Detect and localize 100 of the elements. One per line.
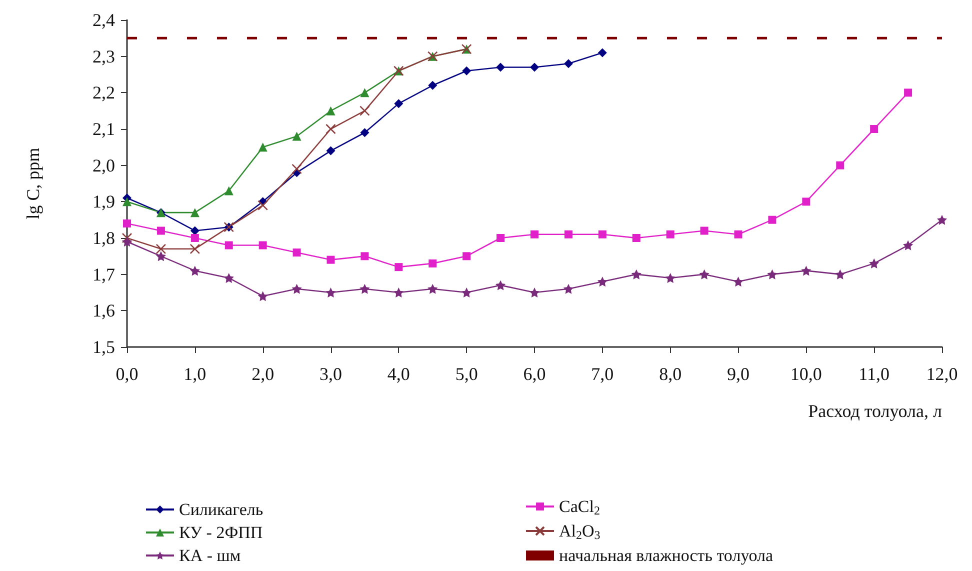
point: [156, 251, 166, 262]
point: [360, 128, 370, 138]
point: [122, 232, 132, 244]
point: [292, 248, 301, 257]
point: [835, 269, 846, 280]
point: [428, 259, 437, 268]
point: [224, 186, 234, 196]
point: [360, 106, 370, 116]
point: [462, 66, 472, 76]
point: [530, 62, 539, 72]
point: [802, 198, 810, 206]
point: [700, 226, 708, 235]
point: [326, 146, 336, 156]
point: [360, 252, 369, 260]
y-tick-label: 1,6: [92, 300, 115, 321]
y-tick-label: 1,5: [92, 337, 115, 357]
x-tick-label: 9,0: [727, 364, 750, 384]
point: [224, 272, 234, 283]
legend-label: начальная влажность толуола: [559, 546, 774, 565]
point: [360, 284, 370, 294]
point: [394, 288, 404, 298]
point: [258, 200, 268, 210]
point: [836, 161, 844, 170]
y-tick-label: 2,1: [92, 119, 115, 139]
point: [190, 266, 200, 276]
point: [598, 230, 606, 238]
point: [258, 291, 268, 302]
legend-label: КА - шм: [179, 546, 241, 565]
point: [733, 276, 744, 287]
point: [258, 241, 267, 250]
point: [665, 272, 676, 283]
point: [292, 164, 302, 174]
point: [903, 240, 914, 250]
point: [631, 269, 642, 280]
point: [530, 288, 540, 298]
point: [666, 230, 674, 238]
y-tick-label: 1,8: [92, 228, 115, 248]
point: [767, 269, 778, 280]
point: [123, 219, 131, 228]
point: [597, 276, 608, 287]
x-tick-label: 8,0: [659, 364, 682, 384]
point: [564, 230, 572, 238]
x-tick-label: 11,0: [858, 364, 890, 384]
point: [699, 269, 710, 280]
y-tick-label: 2,4: [92, 10, 115, 30]
point: [598, 48, 607, 58]
point: [122, 197, 132, 206]
x-tick-label: 7,0: [591, 364, 614, 384]
point: [428, 284, 438, 294]
point: [632, 234, 640, 242]
legend-label: Силикагель: [179, 500, 264, 519]
point: [190, 208, 200, 218]
y-tick-label: 2,0: [92, 155, 115, 176]
point: [496, 234, 505, 242]
x-axis-title: Расход толуола, л: [808, 401, 942, 421]
point: [190, 244, 200, 254]
x-tick-label: 1,0: [184, 364, 206, 384]
point: [292, 132, 302, 141]
point: [224, 241, 233, 250]
point: [734, 230, 742, 238]
point: [563, 284, 574, 294]
point: [530, 230, 538, 238]
point: [122, 236, 132, 247]
legend-label: КУ - 2ФПП: [179, 523, 263, 542]
y-tick-label: 1,7: [92, 264, 115, 284]
point: [326, 106, 336, 116]
point: [937, 214, 947, 225]
point: [190, 234, 199, 242]
x-tick-label: 6,0: [523, 364, 546, 384]
point: [904, 88, 912, 97]
point: [869, 258, 880, 268]
point: [564, 59, 573, 68]
x-tick-label: 0,0: [116, 364, 138, 384]
point: [462, 288, 472, 298]
x-tick-label: 4,0: [387, 364, 410, 384]
point: [156, 244, 166, 254]
point: [801, 266, 812, 276]
y-tick-label: 1,9: [92, 192, 115, 212]
x-tick-label: 12,0: [926, 364, 958, 384]
point: [360, 88, 370, 98]
point: [462, 252, 471, 260]
point: [156, 226, 165, 235]
point: [394, 99, 404, 108]
point: [326, 256, 335, 264]
point: [870, 125, 878, 133]
x-tick-label: 10,0: [790, 364, 822, 384]
y-axis-title: lg C, ppm: [23, 148, 43, 220]
point: [496, 280, 506, 290]
y-tick-label: 2,3: [92, 46, 115, 66]
point: [326, 288, 336, 298]
x-tick-label: 5,0: [455, 364, 478, 384]
point: [428, 80, 438, 90]
point: [258, 142, 268, 152]
x-tick-label: 3,0: [320, 364, 342, 384]
y-tick-label: 2,2: [92, 82, 115, 103]
point: [768, 216, 776, 224]
point: [292, 284, 302, 294]
x-tick-label: 2,0: [252, 364, 274, 384]
point: [394, 263, 403, 272]
point: [326, 124, 336, 134]
